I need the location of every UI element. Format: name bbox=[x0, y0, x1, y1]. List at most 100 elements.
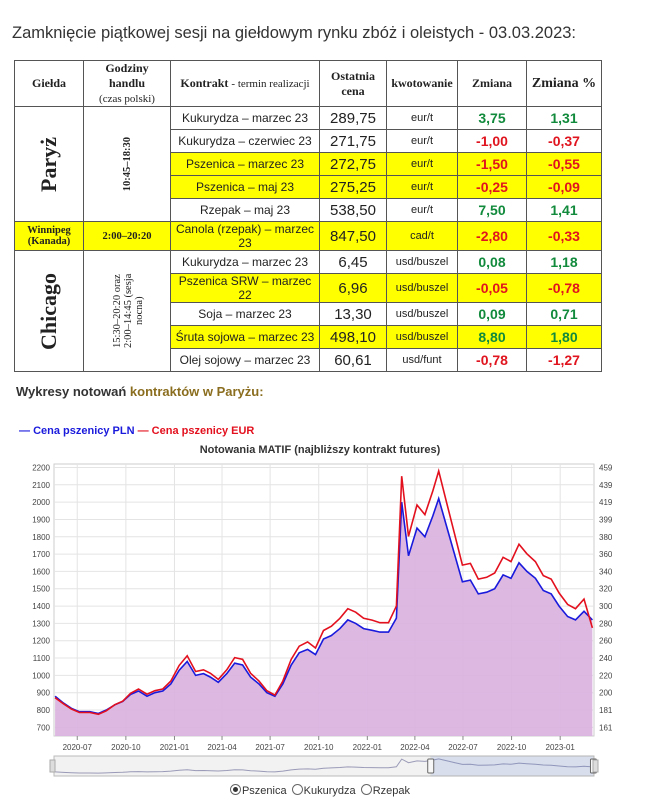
change-pct-cell: -0,37 bbox=[526, 129, 602, 153]
header-price: Ostatnia cena bbox=[319, 60, 387, 107]
change-pct-cell: -0,33 bbox=[526, 221, 602, 251]
legend-item-eur[interactable]: — Cena pszenicy EUR bbox=[137, 425, 255, 437]
legend-item-pln[interactable]: — Cena pszenicy PLN bbox=[19, 425, 135, 437]
change-cell: -0,05 bbox=[457, 273, 527, 303]
radio-label: Pszenica bbox=[241, 785, 287, 797]
y-tick-label-left: 1600 bbox=[32, 567, 50, 576]
unit-cell: eur/t bbox=[386, 198, 458, 222]
change-cell: -1,00 bbox=[457, 129, 527, 153]
x-tick-label: 2021-10 bbox=[304, 743, 334, 752]
matif-chart: — Cena pszenicy PLN — Cena pszenicy EUR … bbox=[14, 418, 626, 804]
change-cell: -0,25 bbox=[457, 175, 527, 199]
exchange-label: Winnipeg bbox=[27, 225, 71, 236]
legend-label-eur: Cena pszenicy EUR bbox=[151, 425, 255, 437]
radio-rzepak[interactable]: Rzepak bbox=[360, 784, 410, 797]
unit-cell: cad/t bbox=[386, 221, 458, 251]
y-tick-label-left: 2200 bbox=[32, 463, 50, 472]
change-cell: -1,50 bbox=[457, 152, 527, 176]
price-cell: 271,75 bbox=[319, 129, 387, 153]
y-tick-label-right: 240 bbox=[599, 654, 613, 663]
legend-label-pln: Cena pszenicy PLN bbox=[33, 425, 135, 437]
x-tick-label: 2022-10 bbox=[497, 743, 527, 752]
price-cell: 6,45 bbox=[319, 250, 387, 274]
navigator-range bbox=[430, 755, 594, 777]
y-tick-label-right: 260 bbox=[599, 637, 613, 646]
series-area-pln bbox=[55, 498, 593, 736]
contract-cell: Kukurydza – czerwiec 23 bbox=[170, 129, 320, 153]
hours-label: 10:45–18:30 bbox=[121, 136, 133, 192]
radio-kukurydza[interactable]: Kukurydza bbox=[291, 784, 356, 797]
change-pct-cell: -0,78 bbox=[526, 273, 602, 303]
change-pct-cell: 1,41 bbox=[526, 198, 602, 222]
price-cell: 289,75 bbox=[319, 106, 387, 130]
table-header-row: Giełda Godziny handlu (czas polski) Kont… bbox=[14, 60, 602, 107]
contract-cell: Pszenica – maj 23 bbox=[170, 175, 320, 199]
x-tick-label: 2022-01 bbox=[353, 743, 383, 752]
y-tick-label-left: 1700 bbox=[32, 550, 50, 559]
change-pct-cell: 1,18 bbox=[526, 250, 602, 274]
header-change: Zmiana bbox=[457, 60, 527, 107]
y-tick-label-left: 1300 bbox=[32, 619, 50, 628]
price-cell: 13,30 bbox=[319, 302, 387, 326]
radio-dot-icon bbox=[229, 784, 241, 795]
y-tick-label-right: 419 bbox=[599, 498, 613, 507]
unit-cell: usd/funt bbox=[386, 348, 458, 372]
y-tick-label-right: 300 bbox=[599, 602, 613, 611]
unit-cell: usd/buszel bbox=[386, 325, 458, 349]
exchange-cell-paris: Paryż bbox=[14, 106, 84, 222]
price-cell: 538,50 bbox=[319, 198, 387, 222]
unit-cell: eur/t bbox=[386, 152, 458, 176]
header-change-pct: Zmiana % bbox=[526, 60, 602, 107]
y-tick-label-left: 1200 bbox=[32, 637, 50, 646]
unit-cell: usd/buszel bbox=[386, 302, 458, 326]
header-contract-sub: - termin realizacji bbox=[231, 78, 310, 90]
x-tick-label: 2023-01 bbox=[546, 743, 576, 752]
header-hours: Godziny handlu (czas polski) bbox=[83, 60, 171, 107]
exchange-label: Chicago bbox=[36, 272, 61, 350]
exchange-label: Paryż bbox=[36, 136, 61, 192]
price-cell: 847,50 bbox=[319, 221, 387, 251]
y-tick-label-left: 2100 bbox=[32, 481, 50, 490]
change-pct-cell: -1,27 bbox=[526, 348, 602, 372]
y-tick-label-left: 1900 bbox=[32, 515, 50, 524]
change-cell: -0,78 bbox=[457, 348, 527, 372]
page-title: Zamknięcie piątkowej sesji na giełdowym … bbox=[12, 24, 577, 42]
navigator-scroll-left bbox=[49, 759, 56, 773]
series-line-pln bbox=[54, 495, 593, 715]
radio-dot-icon bbox=[291, 784, 303, 795]
chart-legend: — Cena pszenicy PLN — Cena pszenicy EUR bbox=[19, 425, 254, 437]
navigator-series bbox=[55, 758, 593, 774]
y-tick-label-right: 320 bbox=[599, 585, 613, 594]
exchange-cell-chicago: Chicago bbox=[14, 250, 84, 372]
hours-cell-chicago: 15:30–20:20 oraz 2:00–14:45 (sesja nocna… bbox=[83, 250, 171, 372]
price-cell: 498,10 bbox=[319, 325, 387, 349]
x-tick-label: 2021-07 bbox=[255, 743, 285, 752]
y-tick-label-left: 2000 bbox=[32, 498, 50, 507]
y-tick-label-right: 340 bbox=[599, 567, 613, 576]
change-cell: 8,80 bbox=[457, 325, 527, 349]
y-tick-label-right: 280 bbox=[599, 619, 613, 628]
chart-canvas: 700 161 800 181 900 200 1000 220 1100 240 1200 260 1… bbox=[32, 463, 613, 777]
header-exchange: Giełda bbox=[14, 60, 84, 107]
table-row: Kukurydza – czerwiec 23 271,75 eur/t -1,… bbox=[15, 129, 602, 153]
hours-cell-paris: 10:45–18:30 bbox=[83, 106, 171, 222]
x-tick-label: 2021-01 bbox=[160, 743, 190, 752]
chart-section-heading-plain: Wykresy notowań bbox=[16, 384, 130, 399]
change-cell: -2,80 bbox=[457, 221, 527, 251]
y-tick-label-left: 1400 bbox=[32, 602, 50, 611]
y-tick-label-left: 1500 bbox=[32, 585, 50, 594]
table-row: Pszenica SRW – marzec 22 6,96 usd/buszel… bbox=[15, 273, 602, 303]
y-tick-label-right: 360 bbox=[599, 550, 613, 559]
chart-section-heading: Wykresy notowań kontraktów w Paryżu: bbox=[16, 384, 264, 399]
series-selector: Pszenica Kukurydza Rzepak bbox=[14, 784, 626, 797]
y-tick-label-right: 161 bbox=[599, 723, 613, 732]
header-unit: kwotowanie bbox=[386, 60, 458, 107]
chart-title: Notowania MATIF (najbliższy kontrakt fut… bbox=[199, 444, 441, 456]
y-tick-label-right: 380 bbox=[599, 533, 613, 542]
price-cell: 6,96 bbox=[319, 273, 387, 303]
table-row: Pszenica – maj 23 275,25 eur/t -0,25 -0,… bbox=[15, 175, 602, 199]
radio-pszenica[interactable]: Pszenica bbox=[229, 784, 287, 797]
y-tick-label-right: 200 bbox=[599, 689, 613, 698]
contract-cell: Rzepak – maj 23 bbox=[170, 198, 320, 222]
y-tick-label-right: 459 bbox=[599, 463, 613, 472]
